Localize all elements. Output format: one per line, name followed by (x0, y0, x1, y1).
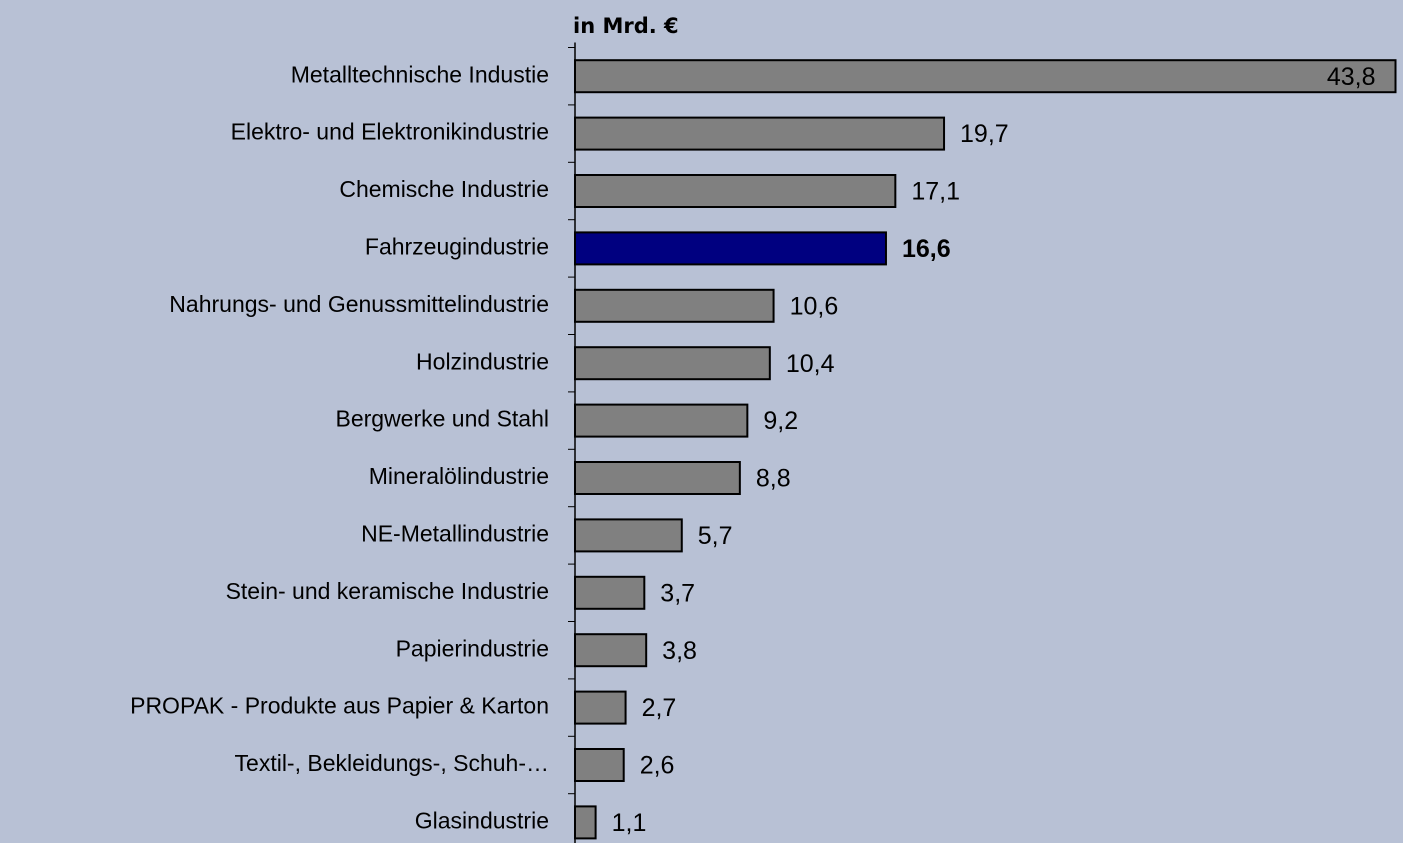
category-label: Glasindustrie (415, 807, 549, 833)
bar (574, 116, 946, 151)
category-label: Chemische Industrie (339, 176, 549, 202)
value-label: 5,7 (698, 522, 733, 550)
category-label: Nahrungs- und Genussmittelindustrie (169, 291, 549, 317)
value-label: 9,2 (763, 407, 798, 435)
bar (574, 575, 646, 610)
category-label: Textil-, Bekleidungs-, Schuh-… (235, 750, 549, 776)
value-label: 10,4 (786, 350, 835, 378)
category-label: Fahrzeugindustrie (365, 233, 549, 259)
category-label: Holzindustrie (416, 348, 549, 374)
value-label: 10,6 (790, 292, 839, 320)
value-label: 16,6 (902, 235, 951, 263)
bar (574, 174, 897, 208)
bar (574, 805, 597, 840)
bar (574, 231, 887, 266)
category-label: Elektro- und Elektronikindustrie (231, 119, 549, 145)
value-label: 1,1 (612, 809, 647, 837)
bar (574, 633, 648, 668)
value-label: 3,7 (660, 579, 695, 607)
category-label: Stein- und keramische Industrie (226, 578, 549, 604)
bar (574, 518, 683, 553)
value-label: 43,8 (1327, 63, 1376, 91)
category-label: Mineralölindustrie (369, 463, 549, 489)
category-label: Bergwerke und Stahl (335, 406, 549, 432)
bar (574, 403, 749, 438)
value-label: 17,1 (911, 178, 960, 206)
value-label: 2,6 (640, 752, 675, 780)
value-label: 19,7 (960, 120, 1009, 148)
bar (574, 59, 1397, 94)
bar (574, 690, 627, 725)
category-label: PROPAK - Produkte aus Papier & Karton (130, 693, 549, 719)
value-label: 8,8 (756, 465, 791, 493)
bar (574, 288, 775, 323)
category-label: NE-Metallindustrie (361, 520, 549, 546)
bar (574, 461, 741, 495)
category-label: Metalltechnische Industie (291, 61, 549, 87)
value-label: 2,7 (642, 694, 677, 722)
category-label: Papierindustrie (396, 635, 549, 661)
value-label: 3,8 (662, 637, 697, 665)
bar (574, 748, 625, 782)
bar (574, 346, 771, 381)
axis-title: in Mrd. € (573, 14, 679, 38)
